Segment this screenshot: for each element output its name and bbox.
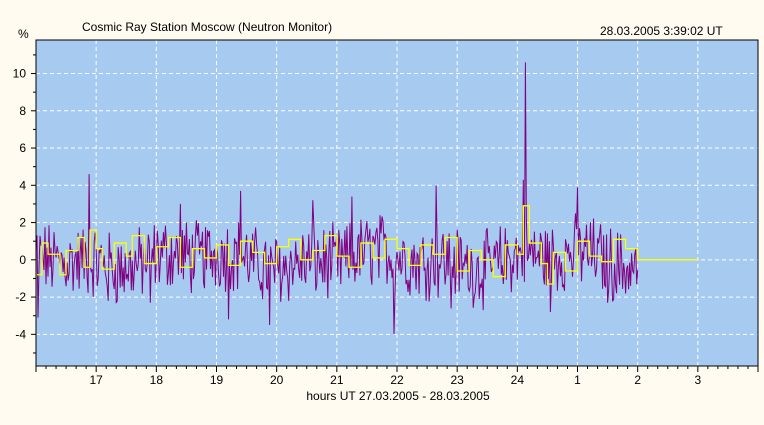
hourly-step-line (36, 205, 698, 285)
y-tick-label: 6 (19, 141, 26, 155)
x-tick-label: 3 (694, 373, 701, 387)
x-tick-label: 1 (574, 373, 581, 387)
x-tick-label: 17 (89, 373, 103, 387)
y-tick-label: 2 (19, 216, 26, 230)
x-axis: 17 18 19 20 21 22 23 24 1 2 3 (35, 366, 759, 387)
x-tick-label: 23 (450, 373, 464, 387)
series-minute-line (35, 62, 639, 335)
x-tick-label: 19 (210, 373, 224, 387)
y-tick-label: -4 (15, 327, 26, 341)
x-axis-label: hours UT 27.03.2005 - 28.03.2005 (306, 389, 490, 403)
x-tick-label: 18 (150, 373, 164, 387)
y-tick-label: 4 (19, 178, 26, 192)
minute-line (35, 62, 639, 335)
x-tick-label: 24 (511, 373, 525, 387)
timestamp: 28.03.2005 3:39:02 UT (600, 24, 723, 38)
chart-title: Cosmic Ray Station Moscow (Neutron Monit… (82, 20, 332, 34)
y-tick-label: 0 (19, 253, 26, 267)
y-axis: -4 -2 0 2 4 6 8 10 (13, 54, 36, 354)
x-tick-label: 20 (270, 373, 284, 387)
x-tick-label: 21 (330, 373, 344, 387)
y-tick-label: 8 (19, 104, 26, 118)
y-tick-label: 10 (13, 67, 27, 81)
grid (36, 40, 758, 366)
x-tick-label: 22 (390, 373, 404, 387)
series-hourly-step (36, 205, 698, 285)
y-tick-label: -2 (15, 290, 26, 304)
x-tick-label: 2 (634, 373, 641, 387)
y-axis-unit: % (18, 27, 29, 41)
